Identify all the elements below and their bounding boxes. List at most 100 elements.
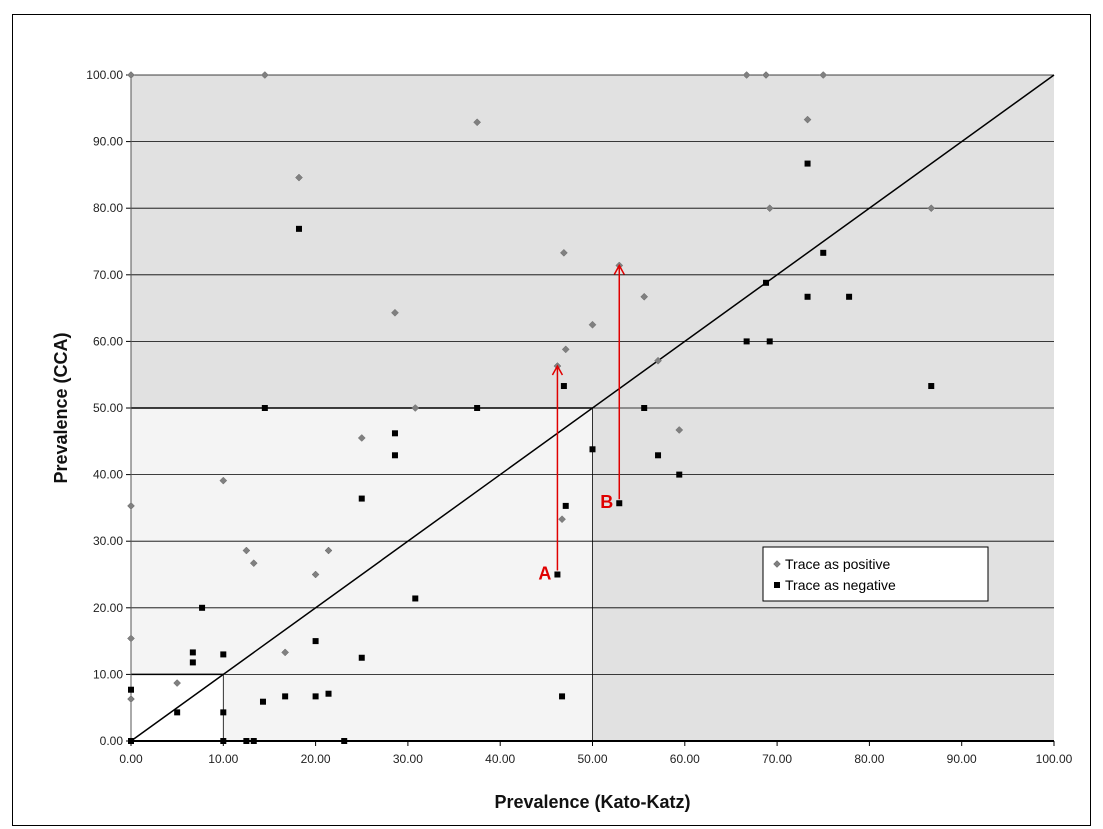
point-trace-positive xyxy=(311,570,320,579)
legend-marker-square xyxy=(774,582,780,588)
x-tick-label: 90.00 xyxy=(947,752,977,766)
legend-entry-label: Trace as negative xyxy=(785,577,896,593)
point-trace-negative xyxy=(804,160,811,167)
point-trace-positive xyxy=(127,695,135,703)
annotation-label-a: A xyxy=(538,564,551,584)
point-trace-negative xyxy=(560,383,567,390)
point-trace-negative xyxy=(189,659,196,666)
point-trace-negative xyxy=(846,293,853,300)
point-trace-negative xyxy=(220,651,227,658)
arrow-b-head xyxy=(613,263,625,275)
point-trace-negative xyxy=(554,571,561,578)
x-tick-label: 30.00 xyxy=(393,752,423,766)
point-trace-negative xyxy=(358,654,365,661)
point-trace-positive xyxy=(742,71,751,79)
point-trace-positive xyxy=(560,248,568,257)
point-trace-negative xyxy=(220,738,227,744)
point-trace-negative xyxy=(325,690,332,697)
point-trace-negative xyxy=(199,604,206,611)
point-trace-negative xyxy=(358,495,365,502)
point-trace-positive xyxy=(173,679,182,687)
point-trace-negative xyxy=(743,338,750,345)
point-trace-negative xyxy=(174,709,181,716)
point-trace-negative xyxy=(391,430,398,437)
point-trace-negative xyxy=(562,502,569,509)
point-trace-positive xyxy=(127,634,135,643)
y-tick-label: 30.00 xyxy=(93,534,123,548)
y-tick-label: 40.00 xyxy=(93,468,123,482)
point-trace-positive xyxy=(561,345,570,354)
x-tick-label: 80.00 xyxy=(854,752,884,766)
y-tick-label: 60.00 xyxy=(93,334,123,348)
y-tick-label: 70.00 xyxy=(93,268,123,282)
point-trace-positive xyxy=(127,502,135,510)
legend: Trace as positive Trace as negative xyxy=(762,546,989,602)
point-trace-positive xyxy=(640,292,649,301)
point-trace-positive xyxy=(765,204,774,213)
point-trace-negative xyxy=(616,500,623,507)
y-tick-label: 50.00 xyxy=(93,401,123,415)
point-trace-positive xyxy=(324,546,333,555)
reference-lines xyxy=(130,74,1055,742)
point-trace-negative xyxy=(220,709,227,716)
point-trace-positive xyxy=(411,404,420,412)
y-tick-label: 20.00 xyxy=(93,601,123,615)
legend-marker-diamond xyxy=(773,560,781,568)
annotation-label-b: B xyxy=(600,492,613,512)
point-trace-positive xyxy=(127,71,135,79)
annotations: AB xyxy=(538,263,625,584)
point-trace-positive xyxy=(675,426,684,434)
point-trace-positive xyxy=(654,356,662,365)
point-trace-positive xyxy=(391,308,399,317)
point-trace-negative xyxy=(412,595,419,602)
legend-box xyxy=(762,546,989,602)
legend-entry-label: Trace as positive xyxy=(785,556,891,572)
point-trace-negative xyxy=(763,279,770,286)
y-tick-label: 10.00 xyxy=(93,667,123,681)
point-trace-negative xyxy=(391,452,398,459)
x-tick-label: 60.00 xyxy=(670,752,700,766)
point-trace-negative xyxy=(128,738,134,744)
point-trace-negative xyxy=(282,693,289,700)
point-trace-negative xyxy=(589,446,596,453)
point-trace-negative xyxy=(559,693,566,700)
point-trace-negative xyxy=(655,452,662,459)
arrow-a-head xyxy=(551,364,564,376)
point-trace-negative xyxy=(250,738,257,744)
point-trace-negative xyxy=(243,738,250,744)
point-trace-positive xyxy=(242,546,251,555)
point-trace-negative xyxy=(295,225,302,232)
point-trace-negative xyxy=(128,686,134,693)
y-tick-label: 90.00 xyxy=(93,135,123,149)
x-axis-title: Prevalence (Kato-Katz) xyxy=(494,792,690,812)
point-trace-positive xyxy=(927,204,936,213)
x-tick-label: 70.00 xyxy=(762,752,792,766)
point-trace-negative xyxy=(676,471,683,478)
point-trace-positive xyxy=(762,71,770,79)
x-tick-label: 50.00 xyxy=(577,752,607,766)
x-tick-label: 0.00 xyxy=(119,752,143,766)
point-trace-positive xyxy=(260,71,269,79)
y-tick-label: 0.00 xyxy=(100,734,124,748)
point-trace-positive xyxy=(803,115,812,124)
point-trace-negative xyxy=(766,338,773,345)
x-tick-label: 10.00 xyxy=(208,752,238,766)
point-trace-positive xyxy=(281,648,289,657)
y-axis-title: Prevalence (CCA) xyxy=(51,332,71,483)
point-trace-negative xyxy=(641,405,648,411)
point-trace-negative xyxy=(312,638,319,645)
y-tick-label: 80.00 xyxy=(93,201,123,215)
point-trace-negative xyxy=(189,649,196,656)
point-trace-positive xyxy=(473,118,481,127)
point-trace-positive xyxy=(588,320,597,329)
point-trace-negative xyxy=(804,293,811,300)
point-trace-negative xyxy=(341,738,348,744)
point-trace-negative xyxy=(928,383,935,390)
point-trace-negative xyxy=(261,405,268,411)
y-tick-label: 100.00 xyxy=(86,68,123,82)
x-tick-label: 40.00 xyxy=(485,752,515,766)
point-trace-negative xyxy=(474,405,481,411)
point-trace-negative xyxy=(259,698,266,705)
x-tick-label: 20.00 xyxy=(301,752,331,766)
